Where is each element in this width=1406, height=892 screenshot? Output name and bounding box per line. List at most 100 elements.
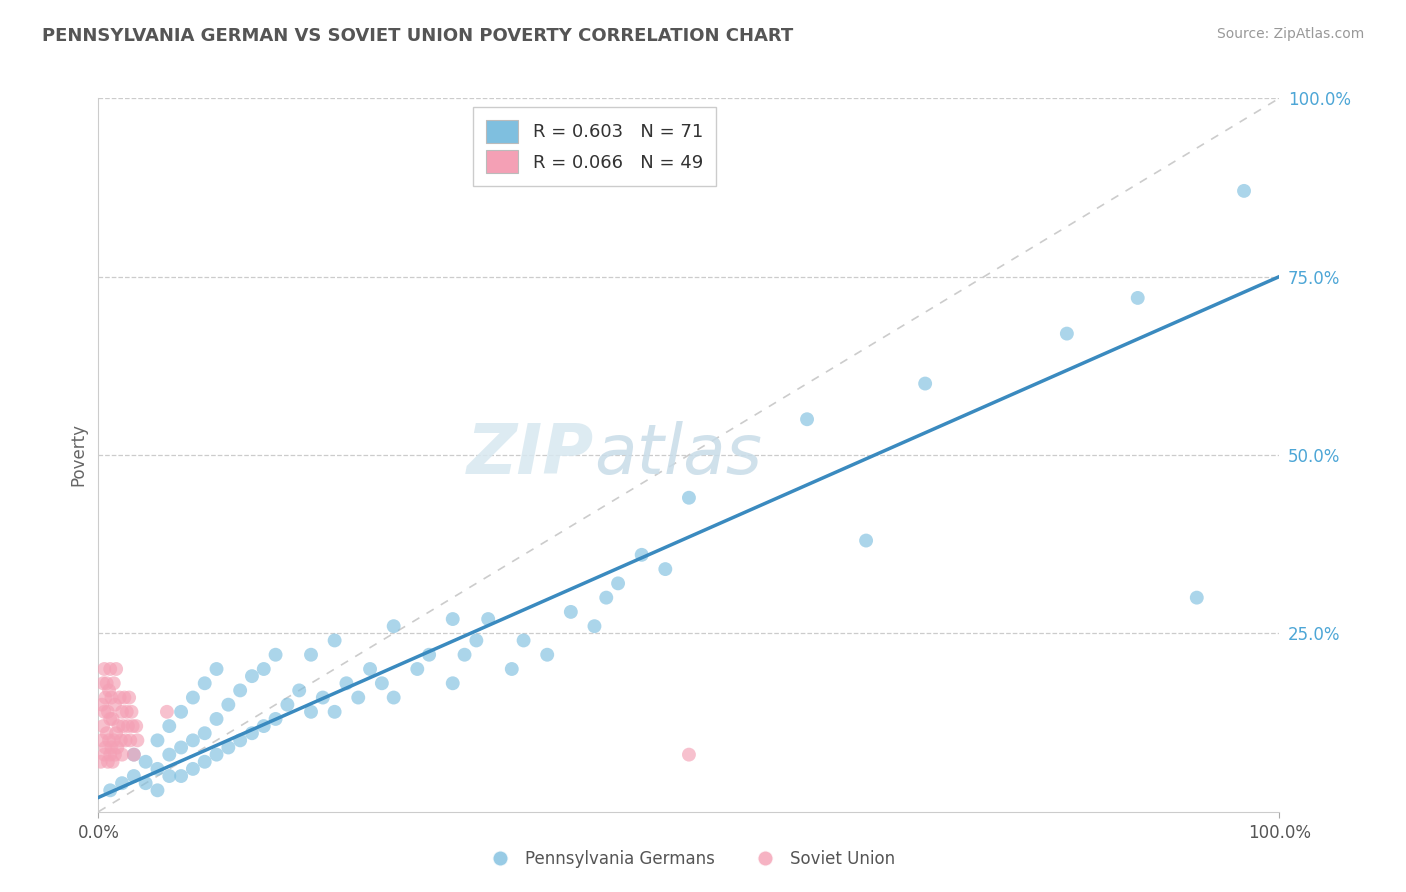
Point bbox=[453, 648, 475, 662]
Point bbox=[382, 619, 405, 633]
Point bbox=[253, 719, 276, 733]
Point bbox=[96, 676, 118, 690]
Point bbox=[117, 719, 139, 733]
Point bbox=[181, 690, 204, 705]
Point bbox=[170, 769, 193, 783]
Point bbox=[264, 712, 287, 726]
Point bbox=[288, 683, 311, 698]
Point bbox=[101, 755, 124, 769]
Point bbox=[441, 612, 464, 626]
Point bbox=[253, 662, 276, 676]
Point bbox=[855, 533, 877, 548]
Point bbox=[229, 683, 252, 698]
Point bbox=[1126, 291, 1149, 305]
Point bbox=[118, 690, 141, 705]
Point bbox=[323, 633, 346, 648]
Point bbox=[796, 412, 818, 426]
Point bbox=[264, 648, 287, 662]
Point bbox=[93, 662, 115, 676]
Point bbox=[240, 726, 263, 740]
Point bbox=[418, 648, 440, 662]
Text: PENNSYLVANIA GERMAN VS SOVIET UNION POVERTY CORRELATION CHART: PENNSYLVANIA GERMAN VS SOVIET UNION POVE… bbox=[42, 27, 793, 45]
Point bbox=[501, 662, 523, 676]
Point bbox=[90, 755, 112, 769]
Point bbox=[630, 548, 652, 562]
Point bbox=[194, 726, 217, 740]
Point bbox=[111, 776, 134, 790]
Point bbox=[96, 726, 118, 740]
Point bbox=[347, 690, 370, 705]
Point bbox=[91, 719, 114, 733]
Point bbox=[100, 740, 122, 755]
Point bbox=[94, 740, 117, 755]
Point bbox=[135, 755, 157, 769]
Point bbox=[110, 733, 132, 747]
Point bbox=[127, 733, 149, 747]
Point bbox=[157, 747, 180, 762]
Text: ZIP: ZIP bbox=[467, 421, 595, 489]
Point bbox=[114, 733, 136, 747]
Point bbox=[111, 747, 134, 762]
Point bbox=[120, 733, 142, 747]
Point bbox=[406, 662, 429, 676]
Y-axis label: Poverty: Poverty bbox=[69, 424, 87, 486]
Point bbox=[678, 747, 700, 762]
Point bbox=[299, 705, 322, 719]
Point bbox=[122, 769, 145, 783]
Point bbox=[595, 591, 617, 605]
Point bbox=[91, 676, 114, 690]
Point bbox=[122, 747, 145, 762]
Point bbox=[100, 690, 122, 705]
Point bbox=[914, 376, 936, 391]
Point bbox=[157, 719, 180, 733]
Point bbox=[465, 633, 488, 648]
Point bbox=[122, 747, 145, 762]
Point bbox=[107, 719, 129, 733]
Point bbox=[654, 562, 676, 576]
Point bbox=[359, 662, 381, 676]
Point bbox=[217, 698, 239, 712]
Point bbox=[91, 698, 114, 712]
Point bbox=[103, 676, 125, 690]
Point bbox=[170, 705, 193, 719]
Point bbox=[194, 755, 217, 769]
Point bbox=[194, 676, 217, 690]
Point bbox=[98, 662, 121, 676]
Point bbox=[121, 719, 143, 733]
Point bbox=[229, 733, 252, 747]
Point bbox=[205, 747, 228, 762]
Point bbox=[98, 712, 121, 726]
Point bbox=[98, 747, 121, 762]
Point bbox=[98, 783, 121, 797]
Point bbox=[115, 705, 138, 719]
Point bbox=[156, 705, 179, 719]
Point bbox=[1056, 326, 1078, 341]
Point bbox=[1185, 591, 1208, 605]
Point bbox=[112, 719, 135, 733]
Point bbox=[105, 662, 128, 676]
Point bbox=[98, 733, 121, 747]
Point bbox=[157, 769, 180, 783]
Point bbox=[323, 705, 346, 719]
Point bbox=[93, 705, 115, 719]
Text: atlas: atlas bbox=[595, 421, 762, 489]
Point bbox=[146, 762, 169, 776]
Point bbox=[217, 740, 239, 755]
Point bbox=[121, 705, 143, 719]
Point bbox=[312, 690, 335, 705]
Point bbox=[104, 698, 127, 712]
Point bbox=[536, 648, 558, 662]
Point bbox=[240, 669, 263, 683]
Point bbox=[607, 576, 630, 591]
Point bbox=[97, 705, 120, 719]
Point bbox=[146, 783, 169, 797]
Point bbox=[125, 719, 148, 733]
Point bbox=[477, 612, 499, 626]
Point bbox=[560, 605, 582, 619]
Point bbox=[135, 776, 157, 790]
Point bbox=[104, 747, 127, 762]
Point bbox=[335, 676, 357, 690]
Point bbox=[108, 690, 131, 705]
Point bbox=[382, 690, 405, 705]
Point bbox=[181, 762, 204, 776]
